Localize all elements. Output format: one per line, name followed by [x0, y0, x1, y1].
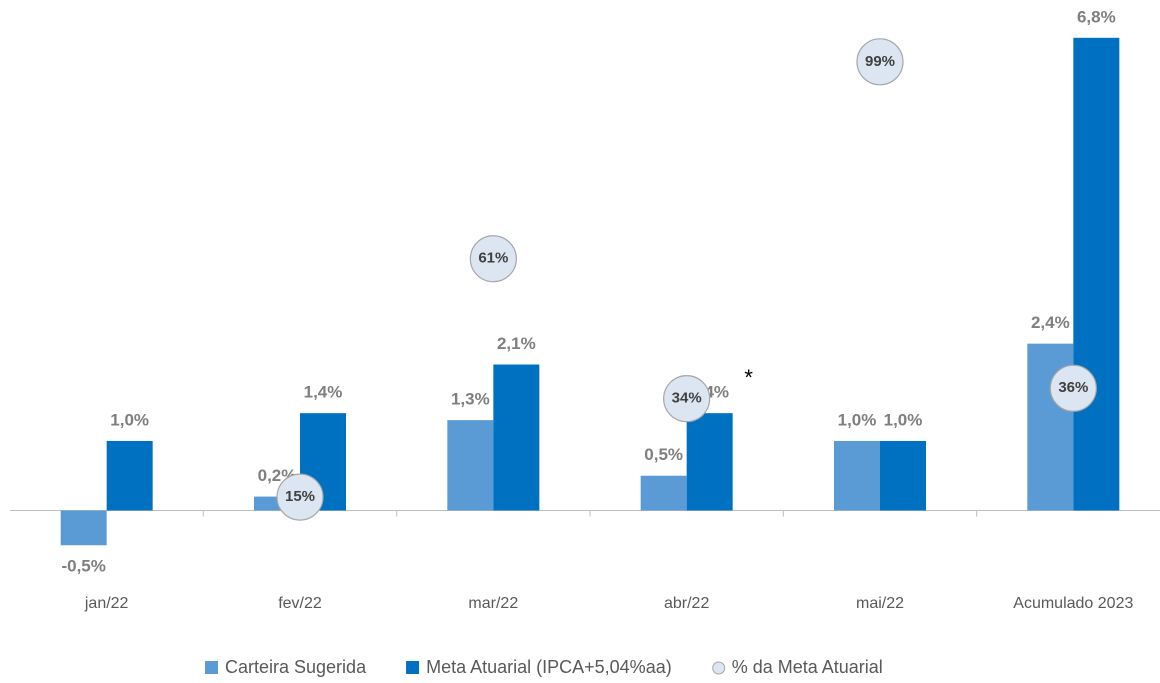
x-tick-label: abr/22	[664, 595, 709, 612]
bar	[106, 440, 153, 511]
bar	[447, 420, 494, 511]
x-tick-label: fev/22	[278, 595, 322, 612]
x-tick-label: mar/22	[468, 595, 518, 612]
data-label: -0,5%	[61, 557, 105, 576]
legend-marker	[406, 661, 420, 674]
bubble	[663, 375, 711, 423]
annotation: *	[744, 365, 753, 390]
bar	[493, 364, 540, 511]
legend-label: % da Meta Atuarial	[732, 657, 883, 677]
data-label: 1,0%	[110, 410, 149, 429]
data-label: 1,0%	[884, 410, 923, 429]
bubble-label: 34%	[672, 390, 702, 407]
bubble	[276, 473, 324, 521]
bubble	[469, 235, 517, 283]
bar	[834, 440, 880, 511]
data-label: 2,4%	[1031, 313, 1070, 332]
bar	[640, 475, 687, 511]
bar	[1073, 37, 1120, 511]
bubble	[1049, 364, 1097, 412]
legend-marker	[712, 661, 726, 675]
legend-label: Carteira Sugerida	[225, 657, 367, 677]
bar	[686, 413, 733, 511]
bubble-label: 61%	[478, 250, 508, 267]
x-tick-label: Acumulado 2023	[1013, 595, 1133, 612]
data-label: 2,1%	[497, 334, 536, 353]
legend-label: Meta Atuarial (IPCA+5,04%aa)	[426, 657, 672, 677]
x-tick-label: jan/22	[84, 595, 129, 612]
data-label: 6,8%	[1077, 7, 1116, 26]
bubble-label: 99%	[865, 53, 895, 70]
data-label: 1,0%	[838, 410, 877, 429]
data-label: 0,5%	[644, 445, 683, 464]
bar	[880, 440, 926, 511]
data-label: 1,4%	[304, 383, 343, 402]
data-label: 1,3%	[451, 390, 490, 409]
x-tick-label: mai/22	[856, 595, 904, 612]
legend-marker	[205, 661, 218, 674]
bar	[60, 510, 107, 546]
bubble-label: 15%	[285, 488, 315, 505]
bubble-label: 36%	[1058, 379, 1088, 396]
bubble	[856, 38, 904, 86]
